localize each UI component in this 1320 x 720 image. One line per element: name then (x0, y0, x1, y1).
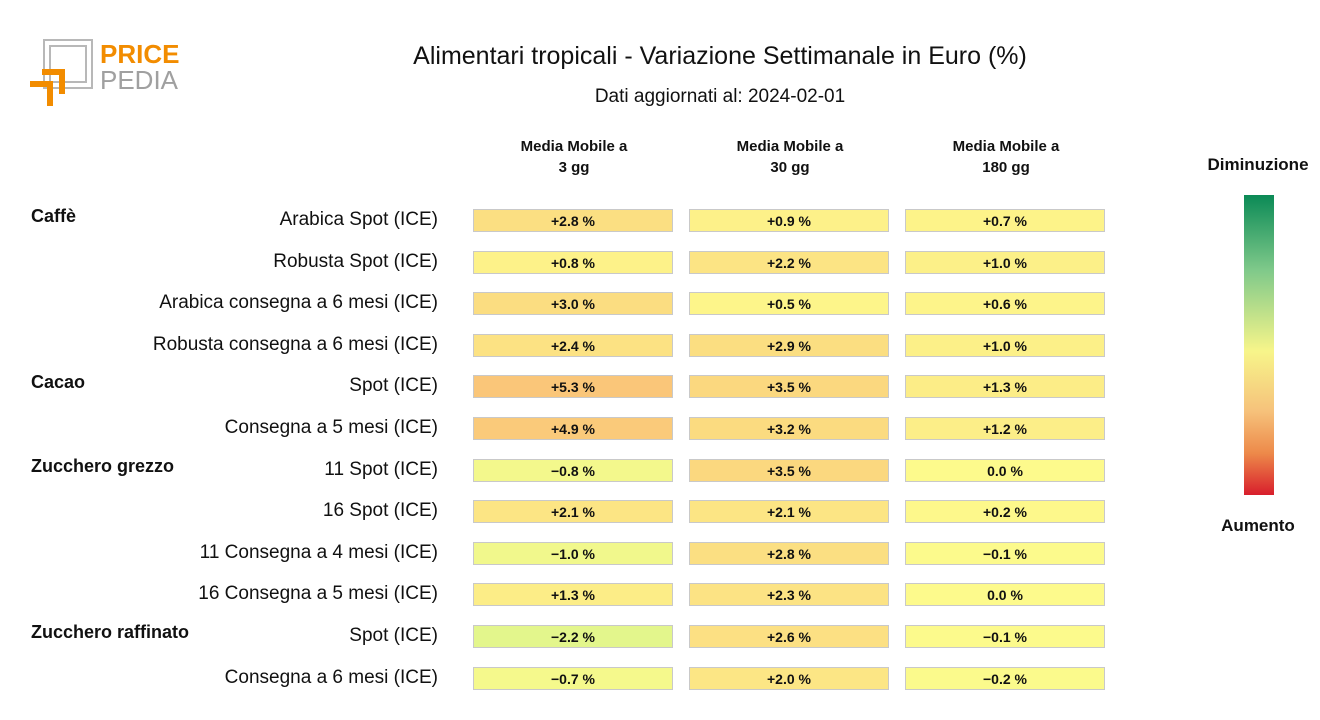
heatmap-cell: +2.6 % (689, 625, 889, 648)
heatmap-cell: −2.2 % (473, 625, 673, 648)
group-label: Zucchero grezzo (31, 455, 175, 476)
column-header-1: Media Mobile a 30 gg (689, 136, 891, 178)
heatmap-cell: +3.0 % (473, 292, 673, 316)
row-label: Consegna a 6 mesi (ICE) (224, 666, 438, 688)
heatmap-cell: +3.5 % (689, 458, 889, 482)
column-header-line: 180 gg (982, 159, 1030, 176)
logo-text-price: PRICE (100, 39, 179, 69)
row-label: 16 Spot (ICE) (322, 500, 438, 522)
column-header-line: 30 gg (770, 159, 810, 176)
heatmap-cell: −0.8 % (473, 458, 673, 482)
heatmap-cell: +5.3 % (473, 375, 673, 399)
heatmap-cell: +4.9 % (473, 417, 673, 440)
group-label: Cacao (31, 372, 86, 393)
row-label: Arabica consegna a 6 mesi (ICE) (159, 292, 438, 314)
row-label: Consegna a 5 mesi (ICE) (224, 417, 438, 438)
heatmap-cell: 0.0 % (905, 458, 1105, 482)
legend-top-label: Diminuzione (1207, 155, 1309, 174)
group-label: Zucchero raffinato (31, 622, 190, 642)
group-label: Caffè (31, 206, 77, 226)
row-label: Robusta Spot (ICE) (273, 250, 438, 272)
row-label: Spot (ICE) (349, 375, 438, 397)
heatmap-cell: −0.1 % (905, 625, 1105, 648)
heatmap-cell: +2.2 % (689, 250, 889, 274)
heatmap-cell: +0.8 % (473, 250, 673, 274)
heatmap-cell: +2.9 % (689, 333, 889, 357)
pricepedia-logo-mark: PRICE PEDIA (30, 39, 179, 106)
heatmap-cell: +1.0 % (905, 333, 1105, 357)
heatmap-cell: −1.0 % (473, 541, 673, 565)
pricepedia-logo: PRICE PEDIA (28, 36, 188, 111)
heatmap-cell: +1.3 % (905, 375, 1105, 399)
column-header-line: Media Mobile a (736, 138, 844, 155)
heatmap-cell: +0.6 % (905, 292, 1105, 316)
chart-subtitle: Dati aggiornati al: 2024-02-01 (594, 86, 846, 107)
heatmap-cell: +0.7 % (905, 209, 1105, 232)
heatmap-cell: −0.7 % (473, 666, 673, 690)
logo-text-pedia: PEDIA (100, 65, 179, 95)
heatmap-cell: +1.2 % (905, 417, 1105, 440)
heatmap-cell: +2.4 % (473, 333, 673, 357)
column-header-line: 3 gg (558, 159, 590, 176)
row-label: Spot (ICE) (349, 625, 438, 646)
heatmap-cell: +1.0 % (905, 250, 1105, 274)
heatmap-cell: +2.8 % (689, 541, 889, 565)
heatmap-cell: +2.0 % (689, 666, 889, 690)
column-header-line: Media Mobile a (952, 138, 1060, 155)
column-header-line: Media Mobile a (520, 138, 628, 155)
heatmap-cell: −0.2 % (905, 666, 1105, 690)
heatmap-cell: +2.8 % (473, 209, 673, 232)
heatmap-cell: +1.3 % (473, 583, 673, 607)
row-label: 11 Spot (ICE) (324, 458, 438, 480)
legend-color-scale (1244, 195, 1274, 495)
heatmap-cell: +2.1 % (689, 500, 889, 524)
row-label: Arabica Spot (ICE) (279, 209, 438, 230)
heatmap-cell: +3.2 % (689, 417, 889, 440)
row-label: Robusta consegna a 6 mesi (ICE) (152, 333, 438, 355)
heatmap-cell: +2.1 % (473, 500, 673, 524)
row-label: 11 Consegna a 4 mesi (ICE) (199, 541, 438, 563)
chart-title: Alimentari tropicali - Variazione Settim… (413, 42, 1027, 70)
heatmap-cell: +3.5 % (689, 375, 889, 399)
row-label: 16 Consegna a 5 mesi (ICE) (198, 583, 438, 605)
heatmap-cell: 0.0 % (905, 583, 1105, 607)
legend-bottom-label: Aumento (1221, 516, 1295, 535)
heatmap-cell: +0.9 % (689, 209, 889, 232)
heatmap-cell: −0.1 % (905, 541, 1105, 565)
column-header-0: Media Mobile a 3 gg (473, 136, 675, 178)
column-header-2: Media Mobile a 180 gg (905, 136, 1107, 178)
heatmap-cell: +0.5 % (689, 292, 889, 316)
heatmap-cell: +2.3 % (689, 583, 889, 607)
heatmap-cell: +0.2 % (905, 500, 1105, 524)
